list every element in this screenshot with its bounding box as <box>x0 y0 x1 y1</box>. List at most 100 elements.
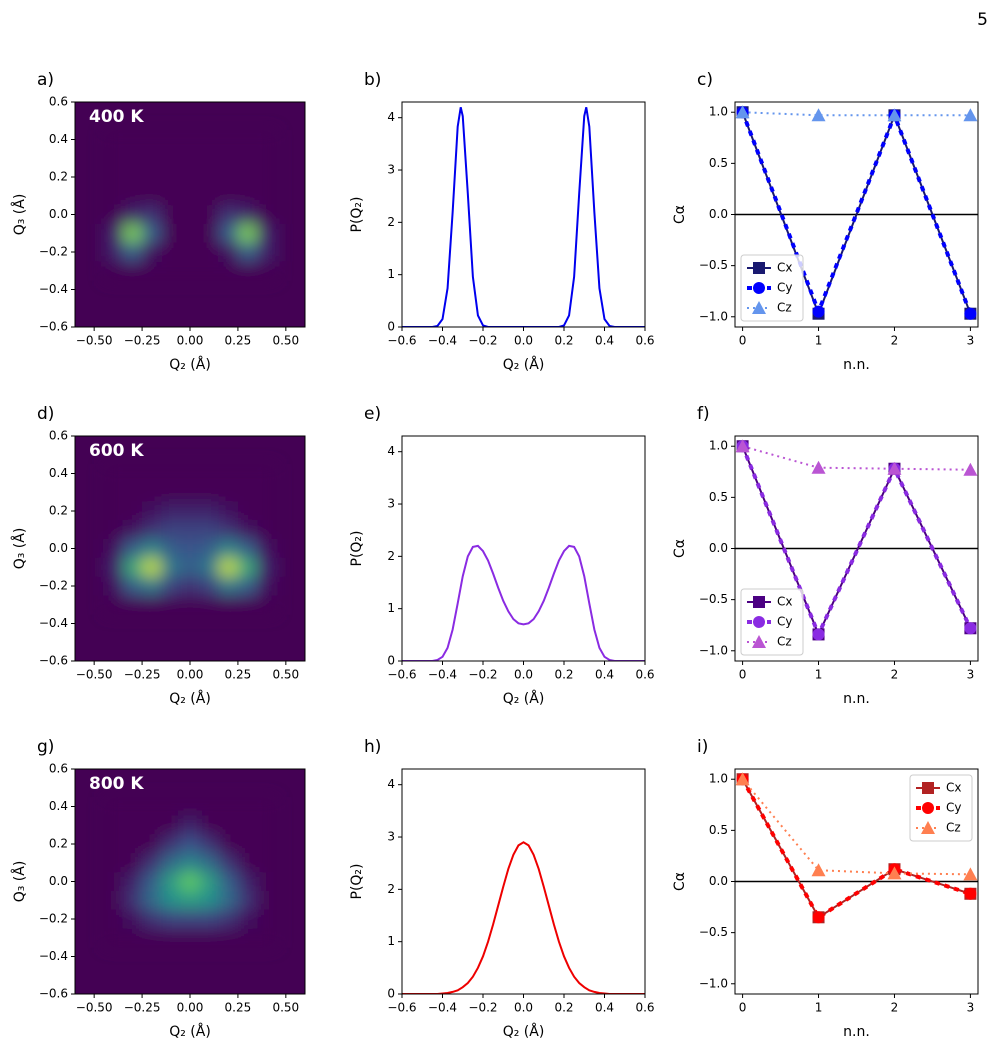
heatmap-cell <box>237 909 258 929</box>
heatmap-cell <box>257 130 277 150</box>
marker <box>964 307 977 320</box>
heatmap-cell <box>103 130 124 150</box>
panel: g) 800 K −0.50 −0.25 0.00 0.25 0.50 −0.6 −0.4 −0.… <box>11 737 306 1040</box>
heatmap-cell <box>142 130 162 150</box>
legend-label: Cz <box>777 301 792 315</box>
heatmap-cell <box>237 520 258 540</box>
heatmap-cell <box>103 148 124 169</box>
heatmap-cell <box>237 464 258 484</box>
axes-frame <box>401 435 646 662</box>
heatmap-cell <box>103 186 124 206</box>
marker <box>812 911 825 924</box>
panel-label: a) <box>37 70 54 90</box>
x-tick-label: −0.6 <box>387 334 416 348</box>
heatmap-cell <box>218 464 239 484</box>
marker <box>812 305 825 318</box>
y-tick-label: 0.6 <box>49 95 68 109</box>
heatmap-cell <box>218 520 239 540</box>
x-tick-label: 3 <box>967 334 975 348</box>
legend-marker <box>752 635 766 648</box>
heatmap-cell <box>257 520 277 540</box>
legend: Cx Cy Cz <box>740 254 804 322</box>
heatmap-cell <box>142 242 162 262</box>
series-line <box>402 107 645 327</box>
heatmap-cell <box>218 872 239 892</box>
y-tick-label: 4 <box>387 110 395 124</box>
heatmap-cell <box>180 261 201 281</box>
heatmap-cell <box>218 890 239 911</box>
heatmap-cell <box>218 576 239 596</box>
heatmap-cell <box>199 186 220 206</box>
heatmap-cell <box>199 242 220 262</box>
x-tick-label: 0.00 <box>177 668 204 682</box>
x-tick-label: 0.2 <box>554 334 573 348</box>
x-tick-label: −0.50 <box>76 1001 113 1015</box>
heatmap-cell <box>122 520 143 540</box>
heatmap-cell <box>142 539 162 559</box>
heatmap-cell <box>237 834 258 854</box>
heatmap-cell <box>122 539 143 559</box>
heatmap-cell <box>237 223 258 244</box>
heatmap-cell <box>103 242 124 262</box>
heatmap-cell <box>142 928 162 948</box>
heatmap-cell <box>142 148 162 169</box>
heatmap-cell <box>122 501 143 521</box>
marker <box>735 772 750 786</box>
heatmap-cell <box>199 872 220 892</box>
y-tick-label: 3 <box>387 497 395 511</box>
heatmap-cell <box>218 186 239 206</box>
heatmap-cell <box>257 242 277 262</box>
heatmap-cell <box>237 482 258 503</box>
y-tick-label: 0.6 <box>49 762 68 776</box>
x-tick-label: 0.0 <box>514 1001 533 1015</box>
y-tick-label: −0.4 <box>39 949 68 963</box>
legend-marker <box>921 821 935 834</box>
marker <box>963 108 978 122</box>
heatmap-cell <box>218 595 239 615</box>
legend-label: Cx <box>946 781 961 795</box>
marker <box>735 439 750 453</box>
panel: a) 400 K −0.50 −0.25 0.00 0.25 0.50 −0.6 −0.4 −0.… <box>11 70 306 373</box>
heatmap-cell <box>199 797 220 817</box>
x-tick-label: 0.00 <box>177 334 204 348</box>
heatmap-cells <box>103 797 277 948</box>
heatmap-cell <box>199 576 220 596</box>
heatmap-cell <box>237 595 258 615</box>
heatmap-cell <box>103 539 124 559</box>
heatmap-cell <box>161 520 181 540</box>
heatmap-cell <box>103 890 124 911</box>
x-tick-label: 0.0 <box>514 334 533 348</box>
y-tick-label: −0.5 <box>699 592 728 606</box>
y-tick-label: 4 <box>387 777 395 791</box>
heatmap-cell <box>257 148 277 169</box>
x-axis-label: Q₂ (Å) <box>503 1023 545 1040</box>
heatmap-cell <box>122 167 143 187</box>
panel: i) 0 1 2 3 −1.0 −0.5 0.0 0.5 1.0 n.n. Cα Cx Cy Cz <box>672 737 979 1040</box>
heatmap-cell <box>218 261 239 281</box>
marker <box>963 462 978 476</box>
y-tick-label: 0.0 <box>709 541 728 555</box>
series-line <box>741 778 971 876</box>
heatmap-cell <box>237 928 258 948</box>
heatmap-cell <box>122 853 143 873</box>
heatmap-cell <box>161 595 181 615</box>
heatmap-cell <box>142 853 162 873</box>
heatmap-cell <box>122 186 143 206</box>
series-clip <box>740 778 972 921</box>
y-tick-label: 0.2 <box>49 170 68 184</box>
heatmap-cell <box>103 872 124 892</box>
x-axis-label: Q₂ (Å) <box>169 690 211 707</box>
heatmap-cell <box>199 130 220 150</box>
legend-marker <box>922 782 934 794</box>
heatmap-cell <box>142 797 162 817</box>
heatmap-cell <box>257 928 277 948</box>
x-tick-label: −0.4 <box>428 1001 457 1015</box>
x-tick-label: 0.50 <box>272 668 299 682</box>
heatmap-cell <box>122 557 143 578</box>
legend: Cx Cy Cz <box>909 774 973 842</box>
heatmap-cell <box>257 834 277 854</box>
y-tick-label: 0.4 <box>49 132 68 146</box>
y-tick-label: 0.0 <box>709 874 728 888</box>
heatmap-cell <box>237 261 258 281</box>
marker <box>887 866 902 880</box>
